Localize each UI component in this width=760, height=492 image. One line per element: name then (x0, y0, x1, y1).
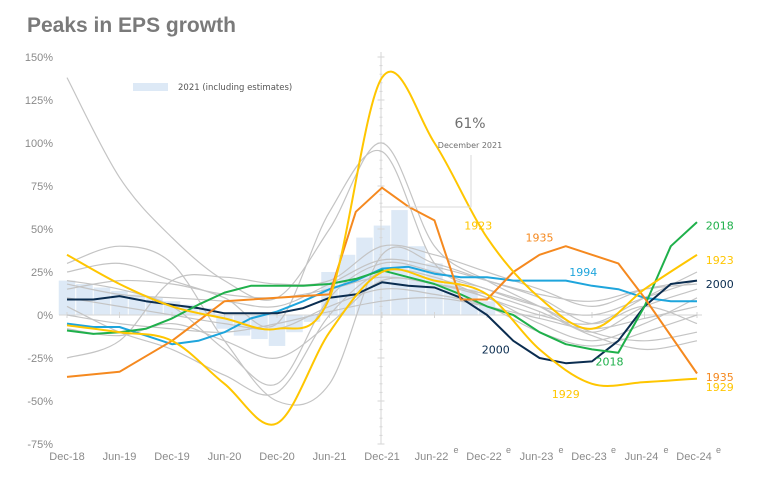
x-tick-estimate-marker: e (664, 445, 669, 455)
series-label-1935: 1935 (526, 232, 554, 245)
x-tick-estimate-marker: e (506, 445, 511, 455)
annotation-leader-line (380, 155, 472, 208)
y-tick-label: 125% (25, 95, 53, 107)
background-series-line (66, 149, 698, 328)
series-line-2000 (67, 279, 698, 365)
x-tick-label: Dec-23 (571, 451, 606, 463)
x-axis-ticks: Dec-18 Jun-19 Dec-19 Jun-20 Dec-20 Jun-21 Dec-… (49, 445, 721, 463)
series-label-1929: 1929 (552, 388, 580, 401)
y-tick-label: 75% (31, 181, 53, 193)
x-tick-estimate-marker: e (559, 445, 564, 455)
y-tick-label: -75% (27, 439, 53, 451)
annotation-label: December 2021 (438, 141, 502, 150)
series-line-1994 (66, 265, 697, 346)
y-tick-label: -50% (27, 396, 53, 408)
background-series-line (66, 277, 698, 359)
x-tick-label: Dec-18 (49, 451, 84, 463)
background-series-line (66, 245, 698, 406)
legend: 2021 (including estimates) (133, 83, 292, 93)
y-tick-label: 100% (25, 138, 53, 150)
bar-2021 (93, 287, 111, 315)
x-tick-estimate-marker: e (611, 445, 616, 455)
background-series-line (66, 288, 698, 347)
x-tick-label: Dec-21 (364, 451, 399, 463)
series-label-1923: 1923 (706, 254, 734, 267)
y-tick-label: 25% (31, 267, 53, 279)
x-tick-label: Jun-24 (625, 451, 659, 463)
annotation-value: 61% (454, 116, 485, 132)
bars-2021-group (58, 210, 496, 346)
highlight-series-group (66, 70, 698, 426)
x-tick-estimate-marker: e (716, 445, 721, 455)
series-label-1929: 1929 (706, 381, 734, 394)
series-line-2018 (66, 221, 698, 354)
background-series-line (66, 244, 698, 359)
series-line-1923 (66, 70, 698, 331)
background-series-line (66, 77, 698, 333)
x-tick-label: Jun-20 (208, 451, 242, 463)
series-label-2018: 2018 (706, 220, 734, 233)
series-label-1994: 1994 (569, 266, 597, 279)
series-label-2018: 2018 (596, 355, 624, 368)
x-tick-label: Jun-19 (103, 451, 137, 463)
y-axis-ticks: 150% 125% 100% 75% 50% 25% 0% -25% -50% -75% (25, 52, 53, 451)
y-tick-label: 0% (37, 310, 53, 322)
series-label-2000: 2000 (706, 278, 734, 291)
series-labels: 1923 1935 1994 2000 2018 1929 2018 1923 2000 1935… (464, 220, 734, 402)
series-line-1935 (66, 186, 698, 378)
x-tick-label: Dec-19 (154, 451, 189, 463)
x-tick-label: Jun-21 (313, 451, 347, 463)
x-tick-estimate-marker: e (454, 445, 459, 455)
x-tick-label: Dec-22 (466, 451, 501, 463)
legend-swatch-2021 (133, 83, 168, 91)
bar-2021 (268, 315, 286, 346)
series-line-1929 (66, 268, 698, 426)
y-tick-label: 50% (31, 224, 53, 236)
chart-title: Peaks in EPS growth (27, 14, 236, 37)
x-tick-label: Jun-22 (415, 451, 449, 463)
x-tick-label: Jun-23 (520, 451, 554, 463)
series-label-2000: 2000 (482, 343, 510, 356)
bar-2021 (303, 315, 321, 322)
background-series-line (66, 258, 698, 308)
series-label-1935: 1935 (706, 371, 734, 384)
annotation-61-percent: 61% December 2021 (380, 116, 502, 208)
background-series-line (66, 276, 698, 342)
y-tick-label: -25% (27, 353, 53, 365)
bar-2021 (198, 308, 216, 315)
y-tick-label: 150% (25, 52, 53, 64)
x-tick-label: Dec-20 (259, 451, 294, 463)
x-tick-label: Dec-24 (676, 451, 711, 463)
legend-label-2021: 2021 (including estimates) (178, 83, 292, 93)
series-label-1923: 1923 (464, 220, 492, 233)
